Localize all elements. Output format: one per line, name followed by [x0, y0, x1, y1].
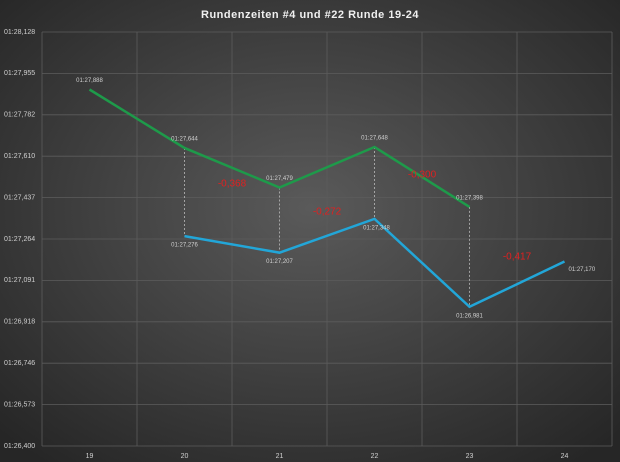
x-tick-label: 22 [371, 453, 379, 460]
chart-title: Rundenzeiten #4 und #22 Runde 19-24 [201, 9, 419, 21]
difference-annotation: -0,300 [408, 170, 437, 181]
difference-annotation: -0,417 [503, 251, 532, 262]
y-tick-label: 01:26,746 [4, 360, 35, 367]
data-label: 01:27,398 [456, 195, 483, 201]
y-tick-label: 01:27,610 [4, 153, 35, 160]
data-label: 01:27,348 [363, 225, 390, 231]
y-tick-label: 01:27,955 [4, 70, 35, 77]
x-tick-label: 20 [181, 453, 189, 460]
y-tick-label: 01:27,091 [4, 277, 35, 284]
y-tick-label: 01:27,264 [4, 236, 35, 243]
y-tick-label: 01:28,128 [4, 29, 35, 36]
x-tick-label: 19 [86, 453, 94, 460]
data-label: 01:27,276 [171, 243, 198, 249]
x-tick-label: 23 [466, 453, 474, 460]
series-line [184, 217, 566, 309]
data-label: 01:27,644 [171, 137, 198, 143]
data-label: 01:27,207 [266, 259, 293, 265]
difference-annotation: -0,368 [218, 179, 247, 190]
difference-annotation: -0,272 [313, 207, 342, 218]
data-label: 01:27,170 [569, 267, 596, 273]
series-line [88, 88, 471, 208]
y-tick-label: 01:26,918 [4, 319, 35, 326]
y-tick-label: 01:27,437 [4, 194, 35, 201]
data-label: 01:27,648 [361, 136, 388, 142]
y-tick-label: 01:27,782 [4, 112, 35, 119]
data-label: 01:26,981 [456, 313, 483, 319]
x-tick-label: 21 [276, 453, 284, 460]
data-label: 01:27,888 [76, 78, 103, 84]
y-tick-label: 01:26,400 [4, 443, 35, 450]
data-label: 01:27,479 [266, 176, 293, 182]
x-tick-label: 24 [561, 453, 569, 460]
y-tick-label: 01:26,573 [4, 401, 35, 408]
